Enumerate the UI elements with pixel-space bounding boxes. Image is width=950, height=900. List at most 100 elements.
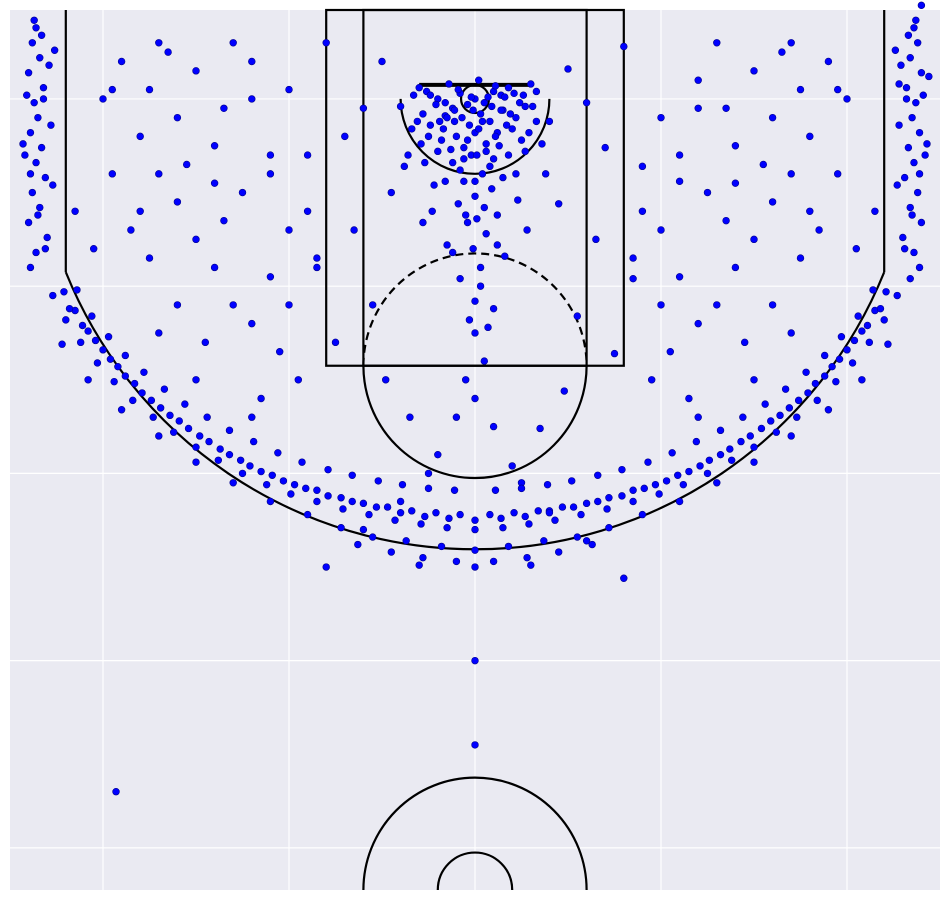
shot-point (815, 226, 823, 234)
shot-point (266, 170, 275, 178)
shot-point (772, 428, 781, 436)
shot-point (482, 230, 490, 238)
shot-point (183, 160, 191, 169)
shot-point (276, 348, 284, 356)
shot-point (173, 113, 182, 122)
shot-point (313, 263, 321, 272)
shot-point (921, 151, 929, 159)
shot-point (313, 497, 321, 506)
shot-point (238, 469, 247, 478)
shot-point (460, 143, 468, 152)
shot-point (456, 274, 464, 283)
shot-point (408, 507, 416, 515)
shot-point (475, 125, 483, 133)
shot-point (220, 104, 228, 112)
shot-point (527, 561, 535, 569)
center-court-circle (436, 851, 514, 890)
shot-point (850, 336, 859, 345)
shot-point (517, 136, 526, 144)
shot-point (37, 143, 46, 152)
shot-point (73, 286, 81, 294)
shot-point (460, 155, 468, 163)
shot-point (117, 406, 126, 414)
shot-point (737, 437, 745, 446)
shot-point (413, 117, 422, 126)
shot-point (497, 514, 505, 523)
shot-point (424, 469, 433, 478)
shot-point (713, 301, 721, 309)
shot-point (201, 338, 210, 347)
shot-point (473, 151, 481, 159)
shot-point (450, 117, 459, 126)
shot-point (400, 162, 409, 171)
shot-point (913, 188, 922, 197)
shot-point (605, 524, 613, 532)
shot-point (871, 207, 879, 215)
shot-point (651, 480, 660, 489)
shot-point (26, 170, 35, 178)
shot-point (917, 218, 926, 227)
shot-point (378, 57, 386, 66)
shot-point (504, 542, 513, 551)
shot-point (279, 477, 288, 485)
shot-point (731, 263, 740, 272)
shot-point (785, 404, 794, 412)
shot-point (303, 207, 312, 215)
shot-point (43, 233, 51, 242)
shot-point (484, 93, 492, 101)
shot-point (471, 741, 479, 749)
shot-point (647, 376, 656, 384)
shot-point (268, 471, 276, 479)
shot-point (476, 110, 485, 118)
shot-point (582, 537, 591, 545)
shot-point (160, 385, 169, 393)
shot-point (192, 67, 200, 75)
shot-point (750, 235, 758, 244)
shot-point (471, 516, 479, 524)
shot-point (655, 490, 663, 498)
shot-point (644, 458, 652, 466)
shot-point (722, 104, 730, 112)
shot-point (28, 188, 37, 197)
shot-point (508, 125, 516, 133)
shot-point (908, 211, 916, 219)
shot-point (482, 147, 490, 156)
shot-point (521, 147, 529, 156)
shot-point (906, 203, 914, 212)
shot-point (521, 512, 529, 521)
shot-point (568, 477, 576, 485)
shot-point (248, 413, 256, 421)
shot-point (210, 142, 219, 150)
shot-point (824, 57, 833, 66)
shot-point (694, 319, 702, 328)
shot-point (768, 301, 777, 309)
shot-point (257, 467, 265, 476)
shot-point (71, 207, 79, 215)
shot-point (713, 479, 721, 487)
shot-point (512, 113, 520, 122)
shot-point (294, 376, 302, 384)
shot-point (569, 503, 578, 511)
shot-point (140, 368, 148, 376)
shot-point (471, 329, 479, 337)
shot-point (348, 497, 356, 506)
shot-point (432, 100, 440, 109)
shot-point (437, 136, 446, 144)
shot-point (897, 61, 905, 69)
shot-point (147, 396, 156, 405)
shot-point (266, 151, 275, 159)
shot-point (560, 387, 568, 395)
shot-point (638, 510, 647, 519)
shot-point (727, 456, 736, 464)
shot-point (504, 151, 513, 159)
shot-point (462, 211, 470, 219)
shot-point (610, 349, 619, 358)
shot-point (923, 140, 931, 148)
shot-point (833, 170, 842, 178)
shot-point (359, 499, 368, 508)
shot-point (428, 207, 436, 215)
shot-point (248, 95, 256, 103)
shot-point (726, 445, 734, 453)
shot-point (45, 61, 53, 69)
shot-point (50, 46, 59, 54)
